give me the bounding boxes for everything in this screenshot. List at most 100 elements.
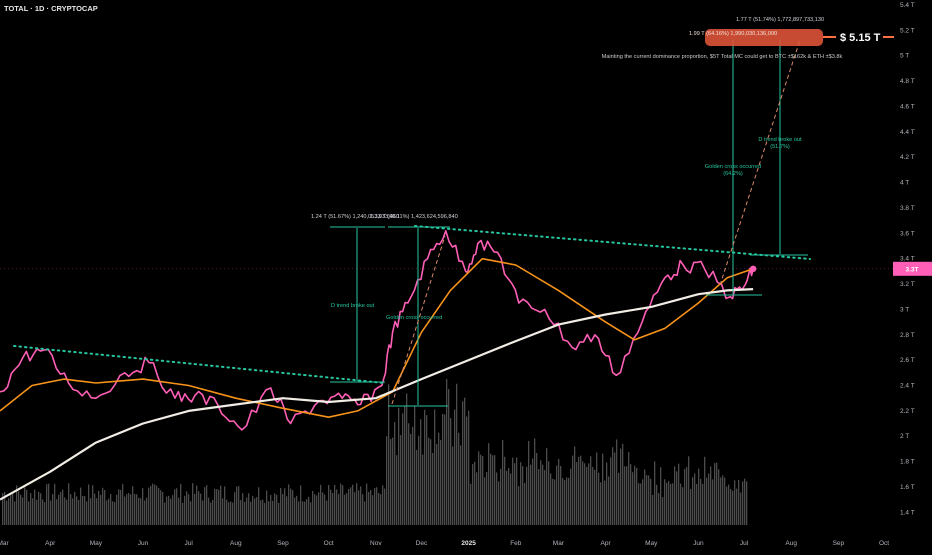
volume-bar: [282, 493, 284, 525]
volume-bar: [32, 498, 34, 525]
volume-bar: [36, 499, 38, 525]
volume-bar: [430, 439, 432, 525]
volume-bar: [732, 490, 734, 525]
volume-bar: [286, 496, 288, 525]
volume-bar: [48, 483, 50, 525]
volume-bar: [682, 487, 684, 525]
volume-bar: [152, 483, 154, 525]
volume-bar: [442, 413, 444, 525]
y-tick-label: 5 T: [900, 53, 909, 60]
y-tick-label: 1.4 T: [900, 509, 915, 516]
volume-bar: [78, 499, 80, 525]
volume-bar: [410, 433, 412, 525]
volume-bar: [96, 498, 98, 525]
volume-bar: [704, 456, 706, 525]
volume-bar: [22, 497, 24, 525]
volume-bar: [296, 495, 298, 525]
volume-bar: [562, 478, 564, 525]
volume-bar: [620, 448, 622, 525]
volume-bar: [380, 494, 382, 525]
volume-bar: [658, 493, 660, 525]
volume-bar: [332, 493, 334, 525]
volume-bar: [586, 466, 588, 525]
volume-bar: [414, 405, 416, 525]
x-tick-label: Jul: [740, 540, 749, 547]
volume-bar: [316, 495, 318, 525]
volume-bar: [550, 473, 552, 525]
volume-bar: [4, 491, 6, 525]
volume-bar: [182, 502, 184, 525]
volume-bar: [50, 500, 52, 525]
volume-bar: [706, 477, 708, 525]
volume-bar: [362, 494, 364, 525]
volume-bar: [280, 487, 282, 525]
volume-bar: [54, 483, 56, 525]
x-tick-label: Nov: [370, 540, 382, 547]
volume-bar: [276, 494, 278, 525]
volume-bar: [712, 479, 714, 525]
volume-bar: [570, 468, 572, 525]
trendline-upper: [414, 225, 811, 260]
measure-2-label: 1.33 T (60.11%) 1,423,624,596,840: [370, 214, 458, 220]
volume-bar: [596, 452, 598, 525]
volume-bar: [530, 464, 532, 525]
volume-bar: [482, 456, 484, 525]
x-tick-label: Jul: [185, 540, 194, 547]
volume-bar: [92, 485, 94, 525]
volume-bar: [260, 500, 262, 525]
volume-bar: [258, 487, 260, 525]
volume-bar: [466, 416, 468, 525]
volume-bar: [606, 462, 608, 525]
volume-bar: [298, 501, 300, 525]
volume-bar: [668, 481, 670, 525]
volume-bar: [146, 497, 148, 525]
volume-bar: [202, 500, 204, 525]
volume-bar: [374, 487, 376, 525]
volume-bar: [236, 486, 238, 525]
volume-bar: [90, 498, 92, 525]
volume-bar: [122, 483, 124, 525]
volume-bar: [612, 447, 614, 525]
volume-bar: [322, 492, 324, 525]
last-price-dot: [749, 265, 757, 273]
volume-bar: [580, 455, 582, 525]
x-tick-label: Jun: [138, 540, 149, 547]
volume-bar: [100, 494, 102, 525]
volume-bar: [148, 487, 150, 525]
volume-bar: [532, 458, 534, 525]
volume-bar: [714, 463, 716, 525]
volume-bar: [232, 502, 234, 525]
volume-bar: [216, 489, 218, 525]
volume-bar: [480, 454, 482, 525]
volume-bar: [320, 484, 322, 525]
volume-bar: [522, 466, 524, 525]
volume-bar: [716, 462, 718, 525]
volume-bar: [326, 500, 328, 525]
volume-bar: [344, 494, 346, 525]
volume-bar: [242, 493, 244, 525]
volume-bar: [728, 484, 730, 525]
x-tick-label: May: [645, 540, 658, 547]
volume-bar: [384, 488, 386, 525]
volume-bar: [526, 466, 528, 525]
volume-bar: [452, 446, 454, 525]
volume-bar: [162, 491, 164, 525]
volume-bar: [548, 461, 550, 525]
volume-bar: [694, 473, 696, 525]
volume-bar: [518, 486, 520, 525]
volume-bar: [672, 483, 674, 525]
volume-bar: [348, 488, 350, 525]
y-tick-label: 2 T: [900, 433, 909, 440]
volume-bar: [144, 500, 146, 525]
volume-bar: [680, 483, 682, 525]
volume-bar: [642, 479, 644, 525]
volume-bar: [520, 462, 522, 525]
volume-bar: [304, 501, 306, 525]
volume-bar: [42, 499, 44, 525]
volume-bars: [2, 378, 748, 525]
chart-lines: [0, 230, 757, 501]
volume-bar: [246, 497, 248, 525]
volume-bar: [670, 483, 672, 525]
volume-bar: [734, 480, 736, 525]
